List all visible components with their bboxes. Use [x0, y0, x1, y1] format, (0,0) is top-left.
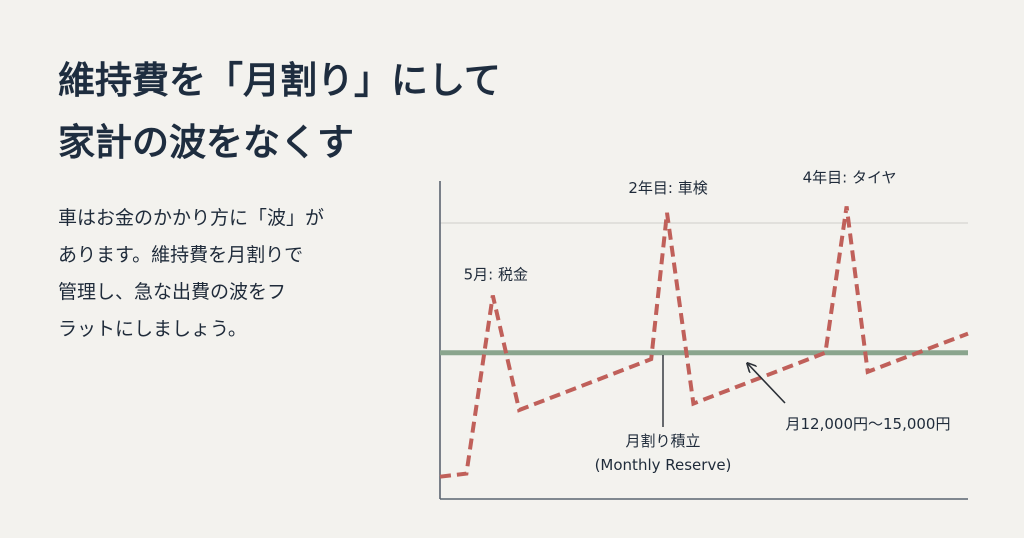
page-title: 維持費を「月割り」にして 家計の波をなくす [58, 50, 501, 174]
title-line-2: 家計の波をなくす [58, 121, 354, 164]
title-line-1: 維持費を「月割り」にして [58, 59, 501, 102]
annotation-inspection: 2年目: 車検 [628, 179, 707, 197]
description-line: 管理し、急な出費の波をフ [58, 281, 287, 303]
amount-arrow [748, 364, 786, 404]
expense-line [439, 206, 969, 479]
reserve-label-en: (Monthly Reserve) [595, 456, 732, 474]
annotation-tires: 4年目: タイヤ [803, 168, 897, 186]
description: 車はお金のかかり方に「波」が あります。維持費を月割りで 管理し、急な出費の波を… [58, 200, 388, 348]
reserve-label-ja: 月割り積立 [625, 432, 700, 450]
description-line: 車はお金のかかり方に「波」が [58, 207, 325, 229]
annotation-tax: 5月: 税金 [464, 265, 528, 283]
description-line: ラットにしましょう。 [58, 318, 247, 340]
amount-label: 月12,000円〜15,000円 [786, 415, 951, 433]
description-line: あります。維持費を月割りで [58, 244, 304, 266]
